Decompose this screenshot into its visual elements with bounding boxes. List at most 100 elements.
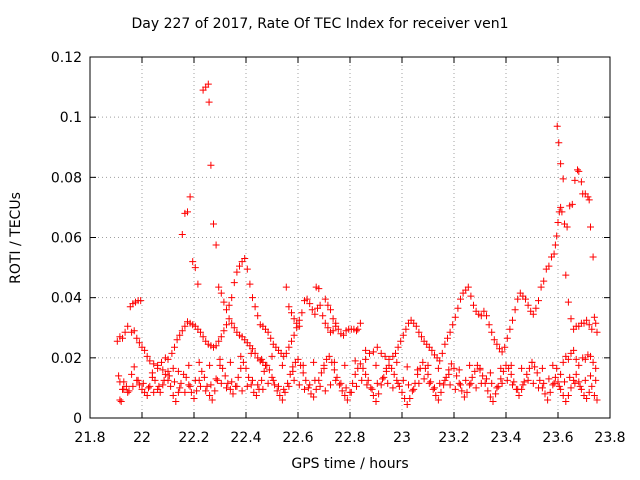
data-point [588,325,596,333]
data-point [403,400,411,408]
data-point [306,381,314,389]
data-point [249,376,256,384]
data-point [486,369,494,377]
data-point [246,280,254,288]
data-point [480,307,488,315]
data-point [424,361,432,369]
data-point [589,358,597,366]
data-point [587,352,594,360]
data-point [563,223,571,231]
data-point [150,388,158,396]
data-point [427,378,435,386]
data-point [568,200,576,208]
data-point [531,363,539,371]
data-point [316,301,324,309]
data-point [260,367,268,375]
x-tick-label: 21.8 [74,430,105,446]
data-point [329,315,337,323]
data-point [557,370,565,378]
data-point [229,390,237,398]
data-point [593,328,601,336]
data-point [384,379,392,387]
data-point [228,319,236,327]
axis-ticks: 21.8 22 22.2 22.4 22.6 22.8 23 23.2 23.4 23.6 23.8… [51,50,626,446]
data-point [555,139,563,147]
data-point [185,381,193,389]
y-tick-label: 0.12 [51,50,82,66]
data-point [259,385,267,393]
y-axis-label: ROTI / TECUs [8,192,24,284]
data-point [303,295,311,303]
data-point [195,358,203,366]
data-point [581,355,589,363]
data-point [472,384,480,392]
data-point [156,388,164,396]
data-point [373,379,381,387]
data-point [515,391,523,399]
data-point [148,369,156,377]
data-point [135,381,143,389]
y-tick-label: 0.1 [60,110,82,126]
data-point [587,372,594,380]
data-point [237,352,245,360]
data-point [450,364,458,372]
data-point [290,315,298,323]
data-point [130,363,138,371]
data-point [382,364,390,372]
data-point [151,376,159,384]
data-point [340,331,347,339]
data-point [234,373,242,381]
data-point [343,396,351,404]
data-point [299,369,307,377]
data-point [197,382,204,390]
data-point [559,358,567,366]
data-point [321,295,329,303]
data-point [369,391,377,399]
data-point [524,301,532,309]
data-point [242,364,250,372]
data-point [319,312,327,320]
data-point [434,396,442,404]
data-point [185,361,193,369]
data-point [129,382,137,390]
data-point [311,376,319,384]
data-point [447,360,455,368]
data-point [540,277,548,285]
x-tick-label: 22.4 [230,430,261,446]
data-point [553,232,561,240]
data-point [419,358,427,366]
data-point [258,355,266,363]
data-point [119,334,126,342]
data-point [289,367,297,375]
data-point [424,370,432,378]
data-point [320,364,328,372]
data-point [204,80,212,88]
data-point [570,376,578,384]
data-point [577,178,585,186]
data-point [356,360,364,368]
data-point [187,388,195,396]
data-point [566,373,574,381]
data-point [199,333,207,341]
data-point [554,378,562,386]
data-point [581,376,589,384]
data-point [514,385,522,393]
data-point [137,297,145,305]
data-point [124,322,132,330]
data-point [217,289,225,297]
data-point [583,394,591,402]
data-point [190,394,198,402]
data-point [167,382,175,390]
data-point [540,379,548,387]
data-point [490,336,498,344]
data-point [577,385,585,393]
data-point [484,387,492,395]
data-point [399,376,407,384]
data-point [160,376,168,384]
data-point [451,313,459,321]
data-point [567,315,575,323]
data-point [228,294,236,302]
data-point [372,397,380,405]
x-tick-label: 23.6 [542,430,573,446]
data-point [428,346,436,354]
